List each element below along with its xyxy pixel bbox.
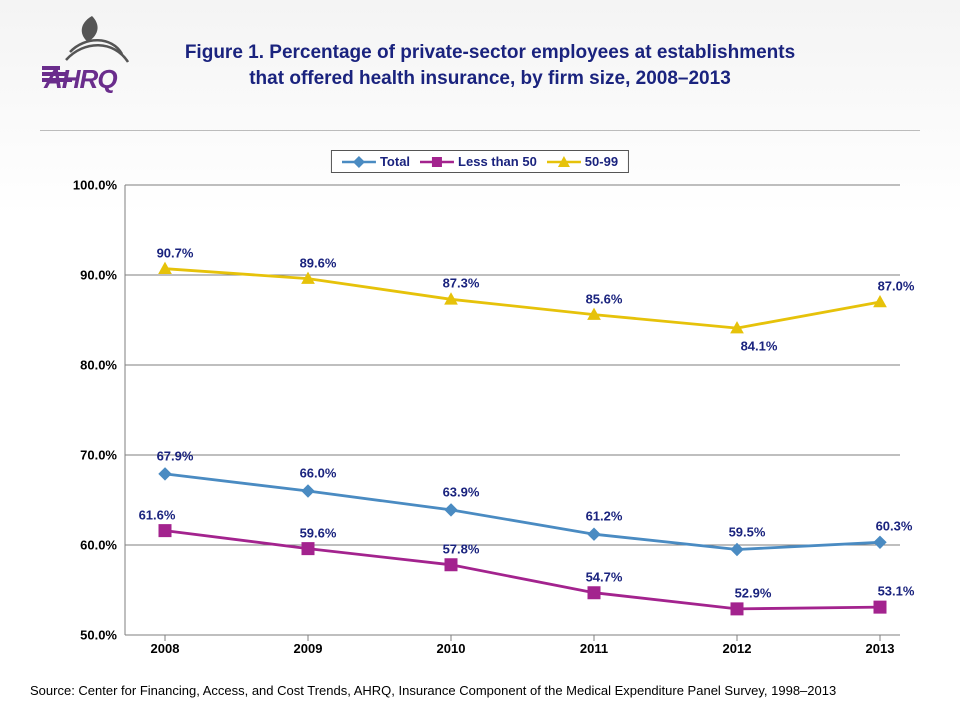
data-point-label: 59.6% — [300, 525, 337, 540]
data-point-label: 60.3% — [876, 519, 913, 534]
y-axis-tick-label: 90.0% — [80, 268, 117, 283]
x-axis-tick-label: 2010 — [437, 641, 466, 656]
legend-label-lt50: Less than 50 — [458, 154, 537, 169]
page-root: AHRQ Figure 1. Percentage of private-sec… — [0, 0, 960, 720]
x-axis-tick-label: 2008 — [151, 641, 180, 656]
y-axis-tick-label: 100.0% — [73, 178, 117, 193]
legend-item-5099: 50-99 — [547, 154, 618, 169]
source-citation: Source: Center for Financing, Access, an… — [30, 683, 836, 698]
ahrq-logo: AHRQ — [40, 10, 140, 100]
chart-area: 50.0%60.0%70.0%80.0%90.0%100.0%200820092… — [70, 185, 900, 635]
legend-label-5099: 50-99 — [585, 154, 618, 169]
x-axis-tick-label: 2012 — [723, 641, 752, 656]
data-point-label: 90.7% — [157, 245, 194, 260]
title-divider — [40, 130, 920, 131]
legend-marker-total — [342, 155, 376, 169]
data-point-label: 61.6% — [139, 507, 176, 522]
legend-item-lt50: Less than 50 — [420, 154, 537, 169]
data-point-label: 54.7% — [586, 569, 623, 584]
data-point-label: 52.9% — [735, 585, 772, 600]
y-axis-tick-label: 70.0% — [80, 448, 117, 463]
legend-marker-lt50 — [420, 155, 454, 169]
data-point-label: 53.1% — [878, 584, 915, 599]
x-axis-tick-label: 2013 — [866, 641, 895, 656]
y-axis-tick-label: 80.0% — [80, 358, 117, 373]
data-point-label: 57.8% — [443, 541, 480, 556]
data-point-label: 66.0% — [300, 466, 337, 481]
legend-marker-5099 — [547, 155, 581, 169]
data-point-label: 89.6% — [300, 255, 337, 270]
data-point-label: 84.1% — [741, 339, 778, 354]
chart-legend: Total Less than 50 50-99 — [331, 150, 629, 173]
legend-item-total: Total — [342, 154, 410, 169]
data-point-label: 61.2% — [586, 509, 623, 524]
plot-area: 50.0%60.0%70.0%80.0%90.0%100.0%200820092… — [125, 185, 900, 635]
y-axis-tick-label: 50.0% — [80, 628, 117, 643]
data-point-label: 87.3% — [443, 276, 480, 291]
legend-label-total: Total — [380, 154, 410, 169]
data-point-label: 59.5% — [729, 524, 766, 539]
data-point-label: 85.6% — [586, 291, 623, 306]
x-axis-tick-label: 2011 — [580, 641, 608, 656]
data-point-label: 67.9% — [157, 448, 194, 463]
data-point-label: 63.9% — [443, 484, 480, 499]
y-axis-tick-label: 60.0% — [80, 538, 117, 553]
figure-title: Figure 1. Percentage of private-sector e… — [170, 40, 810, 91]
data-point-label: 87.0% — [878, 279, 915, 294]
plot-svg — [125, 185, 900, 635]
x-axis-tick-label: 2009 — [294, 641, 323, 656]
